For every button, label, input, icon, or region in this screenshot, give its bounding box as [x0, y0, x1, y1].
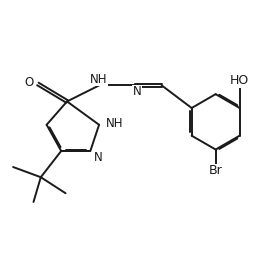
Text: HO: HO	[230, 74, 249, 87]
Text: NH: NH	[90, 73, 108, 85]
Text: N: N	[133, 85, 141, 98]
Text: NH: NH	[106, 117, 124, 130]
Text: O: O	[24, 76, 34, 89]
Text: Br: Br	[209, 164, 222, 177]
Text: N: N	[94, 151, 103, 164]
